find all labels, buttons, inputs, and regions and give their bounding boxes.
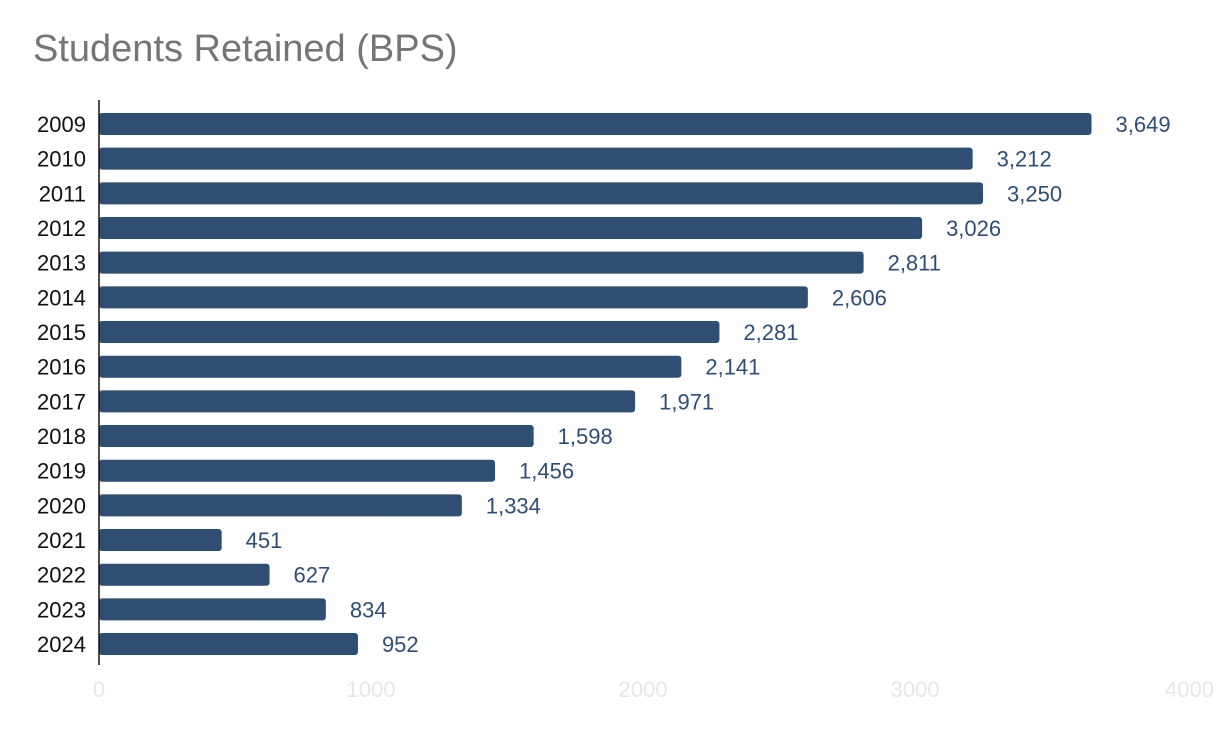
bar-2012 [99,217,923,240]
category-label-2020: 2020 [37,493,86,518]
bar-2016 [99,355,682,378]
category-label-2021: 2021 [37,528,86,553]
bar-2010 [99,147,973,170]
category-label-2016: 2016 [37,355,86,380]
x-tick-label-4000: 4000 [1165,677,1214,702]
bars [99,113,1092,656]
x-tick-label-2000: 2000 [619,677,668,702]
value-label-2012: 3,026 [946,216,1001,241]
category-label-2010: 2010 [37,147,86,172]
bar-2011 [99,182,983,205]
category-labels: 2009 2010 2011 2012 2013 2014 2015 2016 2017 2018… [37,112,86,657]
value-label-2023: 834 [350,597,387,622]
value-label-2013: 2,811 [888,251,941,276]
bar-2019 [99,459,496,482]
category-label-2011: 2011 [39,181,86,206]
value-label-2009: 3,649 [1116,112,1171,137]
x-axis-tick-labels: 0 1000 2000 3000 4000 [93,677,1214,702]
bar-2020 [99,494,462,517]
value-label-2011: 3,250 [1007,181,1062,206]
x-tick-label-1000: 1000 [347,677,396,702]
category-label-2009: 2009 [37,112,86,137]
category-label-2013: 2013 [37,251,86,276]
bar-2021 [99,529,222,552]
category-label-2019: 2019 [37,459,86,484]
value-label-2020: 1,334 [486,493,541,518]
value-label-2022: 627 [294,563,331,588]
category-label-2022: 2022 [37,563,86,588]
value-label-2015: 2,281 [743,320,798,345]
bar-2017 [99,390,636,413]
category-label-2017: 2017 [37,389,86,414]
bar-2014 [99,286,808,309]
bar-2013 [99,251,864,274]
bar-2009 [99,113,1092,135]
value-label-2014: 2,606 [832,285,887,310]
x-tick-label-0: 0 [93,677,105,702]
x-tick-label-3000: 3000 [891,677,940,702]
bar-2015 [99,321,720,344]
bar-2022 [99,563,270,586]
value-label-2017: 1,971 [659,389,714,414]
value-label-2010: 3,212 [997,147,1052,172]
value-label-2018: 1,598 [558,424,613,449]
chart-title: Students Retained (BPS) [33,28,458,70]
bar-2024 [99,633,358,656]
category-label-2014: 2014 [37,285,86,310]
bar-2023 [99,598,326,621]
value-label-2021: 451 [246,528,283,553]
bar-2018 [99,425,534,448]
category-label-2024: 2024 [37,632,86,657]
value-label-2019: 1,456 [519,459,574,484]
category-label-2018: 2018 [37,424,86,449]
value-label-2016: 2,141 [705,355,760,380]
category-label-2012: 2012 [37,216,86,241]
value-label-2024: 952 [382,632,419,657]
category-label-2015: 2015 [37,320,86,345]
category-label-2023: 2023 [37,597,86,622]
